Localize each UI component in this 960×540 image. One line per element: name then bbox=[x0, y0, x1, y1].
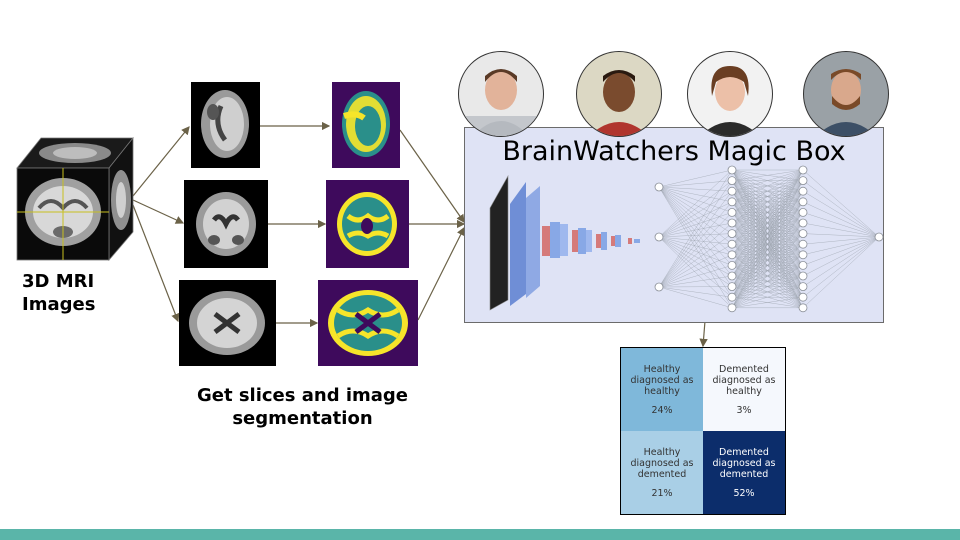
neural-network-diagram bbox=[654, 165, 884, 313]
nn-node-2-10 bbox=[798, 271, 808, 281]
segmentation-axial bbox=[318, 280, 418, 366]
segmentation-sagittal bbox=[332, 82, 400, 168]
nn-node-1-8 bbox=[727, 250, 737, 260]
nn-node-1-12 bbox=[727, 292, 737, 302]
nn-node-0-2 bbox=[654, 282, 664, 292]
nn-node-1-10 bbox=[727, 271, 737, 281]
nn-node-3-0 bbox=[874, 232, 884, 242]
arrow-box-to-matrix bbox=[699, 320, 708, 348]
magic-box-title: BrainWatchers Magic Box bbox=[502, 136, 846, 167]
mri-slice-axial bbox=[179, 280, 276, 366]
nn-node-1-2 bbox=[727, 186, 737, 196]
arrow-cube-to-slice-2 bbox=[132, 199, 185, 224]
mri-images-label: 3D MRI Images bbox=[22, 271, 96, 315]
team-avatar-2 bbox=[576, 51, 662, 137]
nn-node-0-1 bbox=[654, 232, 664, 242]
nn-node-2-0 bbox=[798, 165, 808, 175]
nn-node-1-3 bbox=[727, 197, 737, 207]
nn-node-2-9 bbox=[798, 261, 808, 270]
nn-node-1-6 bbox=[727, 229, 737, 238]
arrow-seg-1-to-box bbox=[399, 129, 465, 223]
nn-node-1-0 bbox=[727, 165, 737, 175]
cm-cell-healthy-healthy: Healthy diagnosed as healthy 24% bbox=[621, 348, 703, 431]
nn-node-1-9 bbox=[727, 261, 737, 270]
arrow-cube-to-slice-3 bbox=[132, 204, 180, 323]
mri-slice-sagittal bbox=[191, 82, 260, 168]
nn-node-1-13 bbox=[727, 303, 737, 313]
nn-node-2-12 bbox=[798, 292, 808, 302]
team-avatar-1 bbox=[458, 51, 544, 137]
cnn-diagram bbox=[489, 174, 640, 311]
nn-node-2-13 bbox=[798, 303, 808, 313]
segmentation-coronal bbox=[326, 180, 409, 268]
nn-node-2-8 bbox=[798, 250, 808, 260]
slices-segmentation-label: Get slices and image segmentation bbox=[196, 385, 409, 429]
mri-cube-image bbox=[16, 136, 134, 262]
cm-cell-healthy-demented: Healthy diagnosed as demented 21% bbox=[621, 431, 703, 514]
confusion-matrix: Healthy diagnosed as healthy 24% Demente… bbox=[620, 347, 786, 515]
nn-node-2-11 bbox=[798, 282, 808, 291]
arrow-cube-to-slice-1 bbox=[132, 126, 190, 197]
nn-node-2-3 bbox=[798, 197, 808, 207]
nn-node-1-11 bbox=[727, 282, 737, 291]
nn-node-1-5 bbox=[727, 218, 737, 228]
team-avatar-3 bbox=[687, 51, 773, 137]
nn-node-1-4 bbox=[727, 208, 737, 217]
mri-slice-coronal bbox=[184, 180, 268, 268]
nn-node-2-2 bbox=[798, 186, 808, 196]
nn-node-2-5 bbox=[798, 218, 808, 228]
nn-node-2-1 bbox=[798, 176, 808, 186]
cm-cell-demented-demented: Demented diagnosed as demented 52% bbox=[703, 431, 785, 514]
nn-node-2-4 bbox=[798, 208, 808, 217]
team-avatar-4 bbox=[803, 51, 889, 137]
nn-node-2-7 bbox=[798, 239, 808, 249]
nn-node-1-7 bbox=[727, 239, 737, 249]
cm-cell-demented-healthy: Demented diagnosed as healthy 3% bbox=[703, 348, 785, 431]
nn-node-2-6 bbox=[798, 229, 808, 238]
footer-accent-bar bbox=[0, 529, 960, 540]
nn-node-1-1 bbox=[727, 176, 737, 186]
nn-node-0-0 bbox=[654, 182, 664, 192]
arrow-seg-3-to-box bbox=[417, 226, 465, 321]
